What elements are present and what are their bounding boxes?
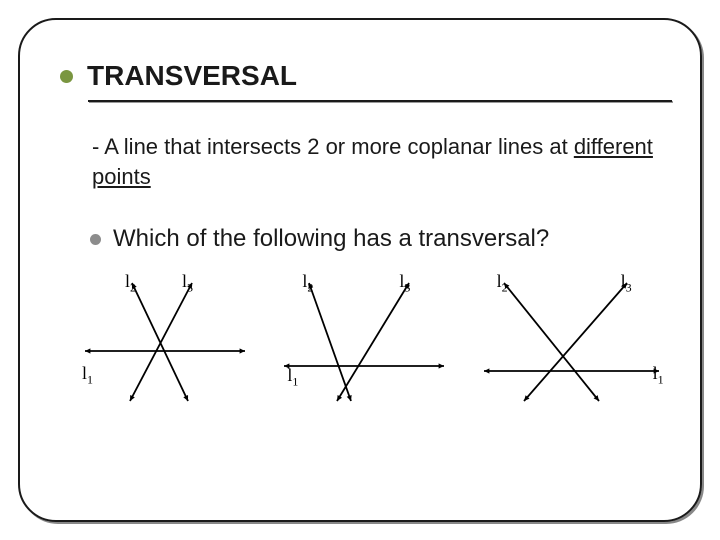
line-label-l3: l3 [182,271,193,296]
question-text: Which of the following has a transversal… [113,225,549,253]
title-row: TRANSVERSAL [60,60,672,92]
question-row: Which of the following has a transversal… [90,225,672,253]
diagram-1: l1 l2 l3 [70,271,263,411]
line-label-l1: l1 [653,363,664,388]
line-label-l2: l2 [302,271,313,296]
diagram-2-svg [269,271,469,411]
bullet-sub-icon [90,234,101,245]
title-underline [88,100,672,102]
definition-text: - A line that intersects 2 or more copla… [92,132,672,191]
diagram-2: l1 l2 l3 [269,271,462,411]
line-label-l2: l2 [125,271,136,296]
slide-content: TRANSVERSAL - A line that intersects 2 o… [0,0,720,540]
line-label-l1: l1 [82,363,93,388]
diagram-3: l1 l2 l3 [469,271,662,411]
line-label-l3: l3 [621,271,632,296]
slide-title: TRANSVERSAL [87,60,297,92]
line-label-l2: l2 [497,271,508,296]
definition-prefix: - A line that intersects 2 or more copla… [92,134,574,159]
bullet-main-icon [60,70,73,83]
diagrams-container: l1 l2 l3 l1 l2 l3 l1 l2 l3 [70,271,662,411]
line-label-l3: l3 [399,271,410,296]
diagram-1-svg [70,271,270,411]
line-label-l1: l1 [287,365,298,390]
